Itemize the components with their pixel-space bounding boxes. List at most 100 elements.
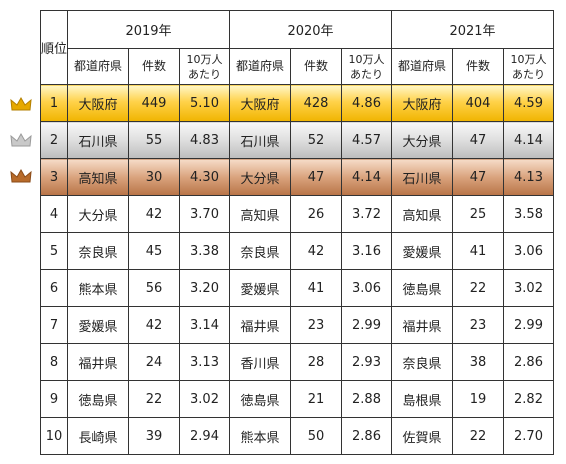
prefecture-cell: 大分県 xyxy=(67,195,130,233)
count-cell: 39 xyxy=(128,417,181,455)
rate-cell: 2.86 xyxy=(341,417,393,455)
table-row: 4 大分県 42 3.70 高知県 26 3.72 高知県 25 3.58 xyxy=(39,195,555,233)
rate-cell: 3.02 xyxy=(503,269,555,307)
rate-cell: 2.94 xyxy=(179,417,231,455)
prefecture-cell: 高知県 xyxy=(67,158,130,196)
prefecture-cell: 奈良県 xyxy=(391,343,454,381)
rate-cell: 2.70 xyxy=(503,417,555,455)
prefecture-cell: 石川県 xyxy=(391,158,454,196)
bronze-crown-icon xyxy=(10,168,32,183)
rate-cell: 2.88 xyxy=(341,380,393,418)
prefecture-cell: 徳島県 xyxy=(229,380,292,418)
rate-cell: 4.86 xyxy=(341,84,393,122)
count-cell: 47 xyxy=(452,121,505,159)
prefecture-cell: 熊本県 xyxy=(229,417,292,455)
count-cell: 22 xyxy=(128,380,181,418)
count-cell: 19 xyxy=(452,380,505,418)
count-cell: 56 xyxy=(128,269,181,307)
rank-header: 順位 xyxy=(39,10,69,85)
prefecture-cell: 奈良県 xyxy=(229,232,292,270)
rate-cell: 2.82 xyxy=(503,380,555,418)
count-cell: 23 xyxy=(452,306,505,344)
rank-cell: 2 xyxy=(39,121,69,159)
prefecture-cell: 香川県 xyxy=(229,343,292,381)
rate-header: 10万人 あたり xyxy=(341,48,393,85)
count-cell: 47 xyxy=(290,158,343,196)
rate-cell: 4.57 xyxy=(341,121,393,159)
rank-cell: 8 xyxy=(39,343,69,381)
rank-cell: 6 xyxy=(39,269,69,307)
silver-crown-icon xyxy=(10,132,32,147)
prefecture-cell: 奈良県 xyxy=(67,232,130,270)
prefecture-cell: 福井県 xyxy=(67,343,130,381)
count-cell: 45 xyxy=(128,232,181,270)
count-cell: 42 xyxy=(290,232,343,270)
rate-cell: 2.99 xyxy=(341,306,393,344)
rate-cell: 2.99 xyxy=(503,306,555,344)
rate-cell: 4.59 xyxy=(503,84,555,122)
count-cell: 22 xyxy=(452,417,505,455)
prefecture-cell: 徳島県 xyxy=(391,269,454,307)
prefecture-cell: 愛媛県 xyxy=(67,306,130,344)
count-cell: 55 xyxy=(128,121,181,159)
prefecture-cell: 愛媛県 xyxy=(391,232,454,270)
rate-cell: 3.16 xyxy=(341,232,393,270)
crown-column xyxy=(0,0,40,464)
prefecture-cell: 高知県 xyxy=(391,195,454,233)
count-cell: 428 xyxy=(290,84,343,122)
prefecture-cell: 石川県 xyxy=(229,121,292,159)
count-cell: 50 xyxy=(290,417,343,455)
rank-cell: 1 xyxy=(39,84,69,122)
count-cell: 42 xyxy=(128,306,181,344)
count-cell: 404 xyxy=(452,84,505,122)
count-cell: 28 xyxy=(290,343,343,381)
rate-cell: 2.93 xyxy=(341,343,393,381)
rank-cell: 9 xyxy=(39,380,69,418)
pref-header: 都道府県 xyxy=(67,48,130,85)
year-header-2019: 2019年 xyxy=(67,10,231,49)
prefecture-cell: 大分県 xyxy=(391,121,454,159)
prefecture-cell: 高知県 xyxy=(229,195,292,233)
rate-cell: 3.02 xyxy=(179,380,231,418)
count-cell: 449 xyxy=(128,84,181,122)
rank-cell: 10 xyxy=(39,417,69,455)
gold-crown-icon xyxy=(10,96,32,111)
table-row: 7 愛媛県 42 3.14 福井県 23 2.99 福井県 23 2.99 xyxy=(39,306,555,344)
prefecture-cell: 島根県 xyxy=(391,380,454,418)
rank-cell: 5 xyxy=(39,232,69,270)
rate-cell: 3.06 xyxy=(503,232,555,270)
rate-cell: 4.14 xyxy=(341,158,393,196)
prefecture-cell: 大阪府 xyxy=(229,84,292,122)
ranking-table: 順位 2019年 2020年 2021年 都道府県 件数 10万人 あたり 都道府… xyxy=(39,10,555,455)
count-cell: 42 xyxy=(128,195,181,233)
count-header: 件数 xyxy=(452,48,505,85)
prefecture-cell: 福井県 xyxy=(229,306,292,344)
rate-cell: 3.58 xyxy=(503,195,555,233)
count-cell: 30 xyxy=(128,158,181,196)
rate-cell: 5.10 xyxy=(179,84,231,122)
prefecture-cell: 佐賀県 xyxy=(391,417,454,455)
rate-cell: 2.86 xyxy=(503,343,555,381)
count-cell: 52 xyxy=(290,121,343,159)
rate-cell: 3.38 xyxy=(179,232,231,270)
prefecture-cell: 大分県 xyxy=(229,158,292,196)
table-row: 10 長崎県 39 2.94 熊本県 50 2.86 佐賀県 22 2.70 xyxy=(39,417,555,455)
prefecture-cell: 熊本県 xyxy=(67,269,130,307)
rate-cell: 4.13 xyxy=(503,158,555,196)
rate-cell: 3.20 xyxy=(179,269,231,307)
rate-header: 10万人 あたり xyxy=(503,48,555,85)
count-cell: 24 xyxy=(128,343,181,381)
rank-cell: 7 xyxy=(39,306,69,344)
prefecture-cell: 徳島県 xyxy=(67,380,130,418)
count-cell: 22 xyxy=(452,269,505,307)
table-row: 8 福井県 24 3.13 香川県 28 2.93 奈良県 38 2.86 xyxy=(39,343,555,381)
rate-cell: 4.14 xyxy=(503,121,555,159)
count-cell: 41 xyxy=(290,269,343,307)
count-cell: 38 xyxy=(452,343,505,381)
prefecture-cell: 福井県 xyxy=(391,306,454,344)
rank-cell: 3 xyxy=(39,158,69,196)
prefecture-cell: 大阪府 xyxy=(67,84,130,122)
pref-header: 都道府県 xyxy=(391,48,454,85)
table-row: 1 大阪府 449 5.10 大阪府 428 4.86 大阪府 404 4.59 xyxy=(39,84,555,122)
count-cell: 47 xyxy=(452,158,505,196)
